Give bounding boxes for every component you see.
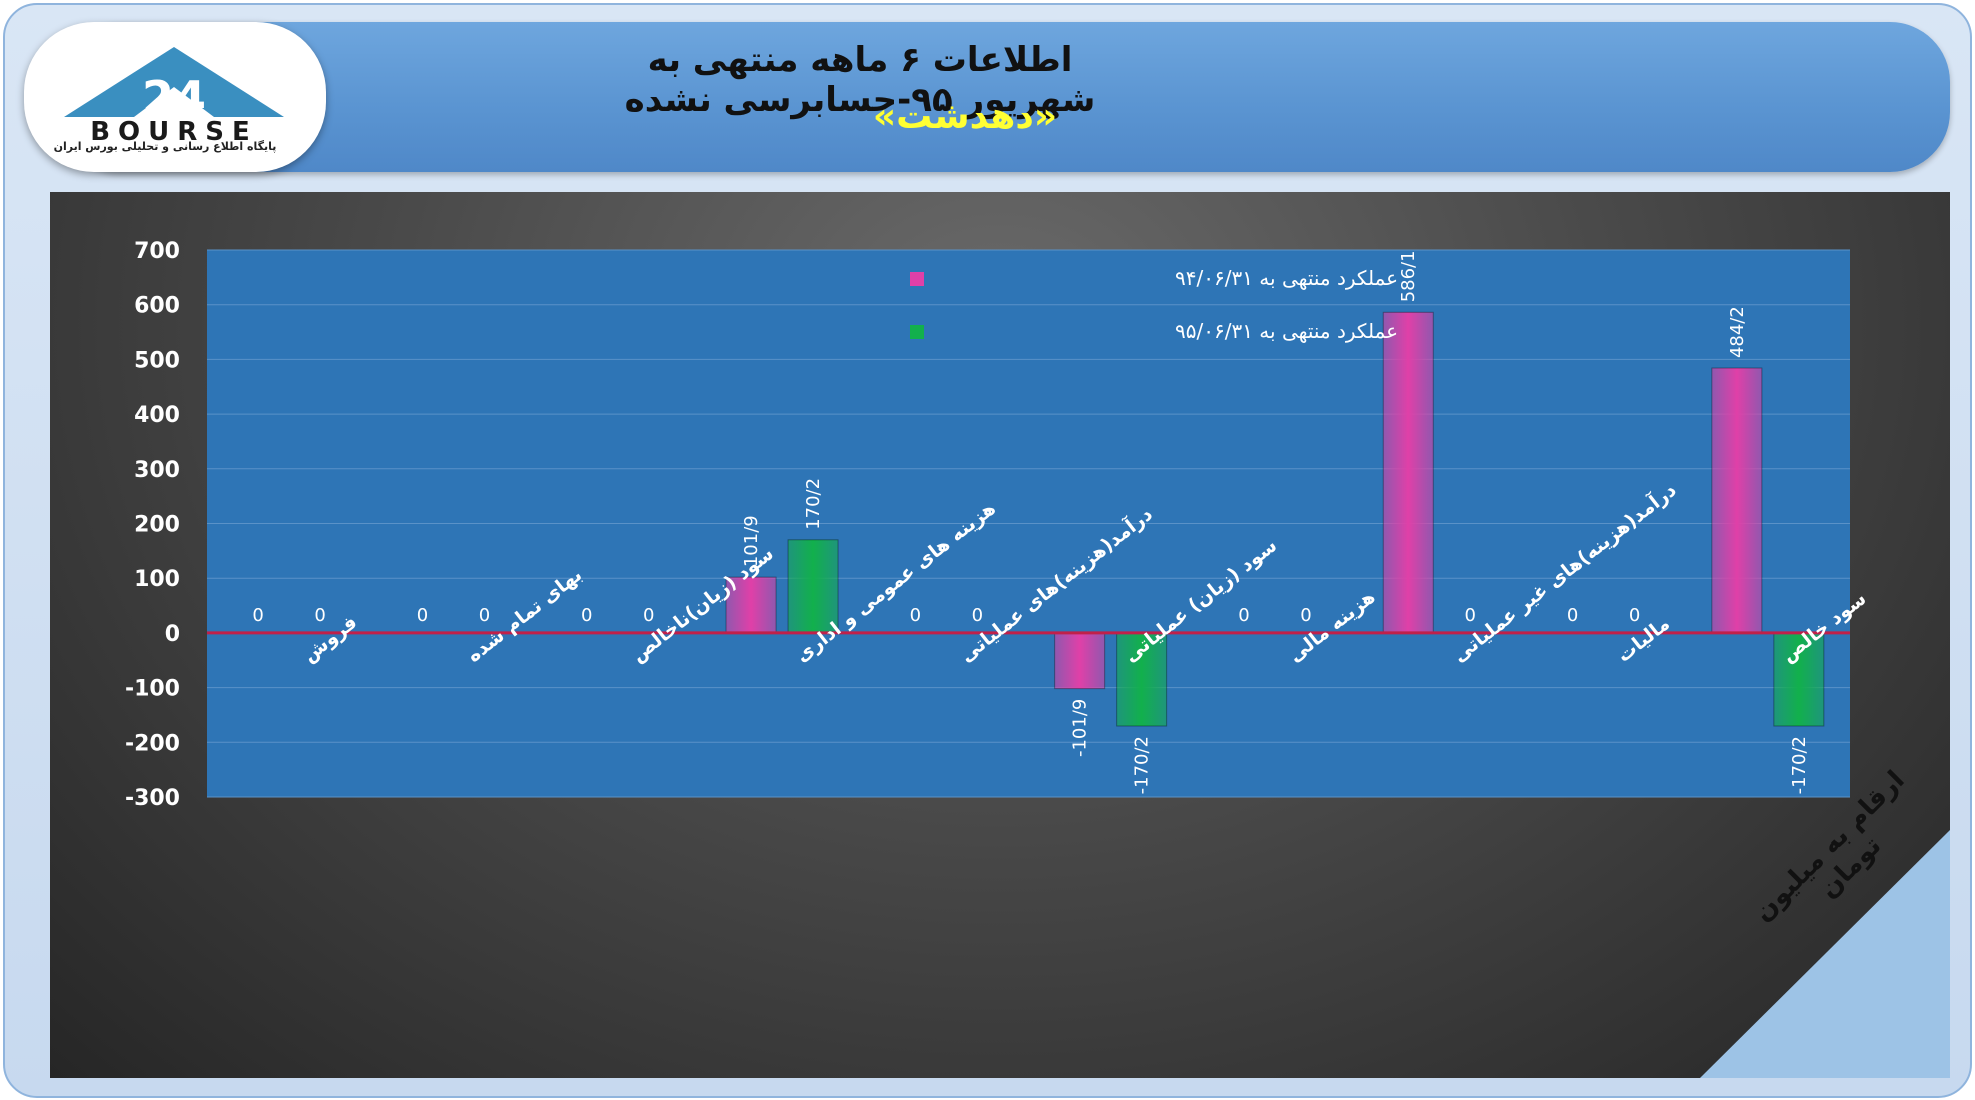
data-label: 0: [314, 605, 325, 626]
data-label: -170/2: [1789, 736, 1810, 794]
y-tick-label: -300: [125, 786, 180, 811]
data-label: 0: [1567, 605, 1578, 626]
data-label: 0: [417, 605, 428, 626]
bar-series-1: [1711, 367, 1763, 634]
data-label: -101/9: [1070, 699, 1091, 757]
data-label: 0: [643, 605, 654, 626]
legend-swatch: [910, 272, 924, 286]
data-label: 170/2: [803, 478, 824, 530]
legend-label: عملکرد منتهی به ۹۵/۰۶/۳۱: [1175, 319, 1398, 343]
y-tick-label: 0: [165, 622, 180, 647]
chart-title: اطلاعات ۶ ماهه منتهی به شهریور ۹۵-حسابرس…: [624, 40, 1096, 120]
data-label: 484/2: [1727, 306, 1748, 358]
bourse24-logo: 24 BOURSE: [24, 22, 326, 172]
bar-series-1: [1382, 311, 1434, 634]
legend-label: عملکرد منتهی به ۹۴/۰۶/۳۱: [1175, 266, 1398, 290]
data-label: 0: [1629, 605, 1640, 626]
y-tick-label: 200: [134, 513, 180, 538]
units-corner: [1700, 830, 1950, 1078]
y-tick-label: -100: [125, 677, 180, 702]
logo-caption: پایگاه اطلاع رسانی و تحلیلی بورس ایران: [53, 140, 277, 153]
bar-series-2: [1773, 632, 1825, 727]
bar-series-1: [1054, 632, 1106, 690]
y-tick-label: 400: [134, 403, 180, 428]
data-label: 0: [910, 605, 921, 626]
y-tick-label: 100: [134, 567, 180, 592]
data-label: 101/9: [741, 515, 762, 567]
y-tick-label: 600: [134, 294, 180, 319]
chart-subtitle: «دهدشت»: [872, 96, 1058, 137]
data-label: 0: [1300, 605, 1311, 626]
y-tick-label: -200: [125, 731, 180, 756]
y-tick-label: 700: [134, 239, 180, 264]
bar-series-2: [787, 539, 839, 634]
data-label: 0: [1238, 605, 1249, 626]
bar-series-2: [1116, 632, 1168, 727]
data-label: 0: [581, 605, 592, 626]
data-label: 0: [1465, 605, 1476, 626]
data-label: 0: [252, 605, 263, 626]
legend-swatch: [910, 325, 924, 339]
bar-series-1: [725, 576, 777, 634]
data-label: 586/1: [1398, 250, 1419, 302]
header-bar: [60, 22, 1950, 172]
data-label: 0: [479, 605, 490, 626]
logo-wordmark: BOURSE: [90, 117, 258, 147]
y-tick-label: 300: [134, 458, 180, 483]
y-tick-label: 500: [134, 348, 180, 373]
data-label: 0: [972, 605, 983, 626]
data-label: -170/2: [1132, 736, 1153, 794]
logo-numeral: 24: [142, 71, 206, 125]
